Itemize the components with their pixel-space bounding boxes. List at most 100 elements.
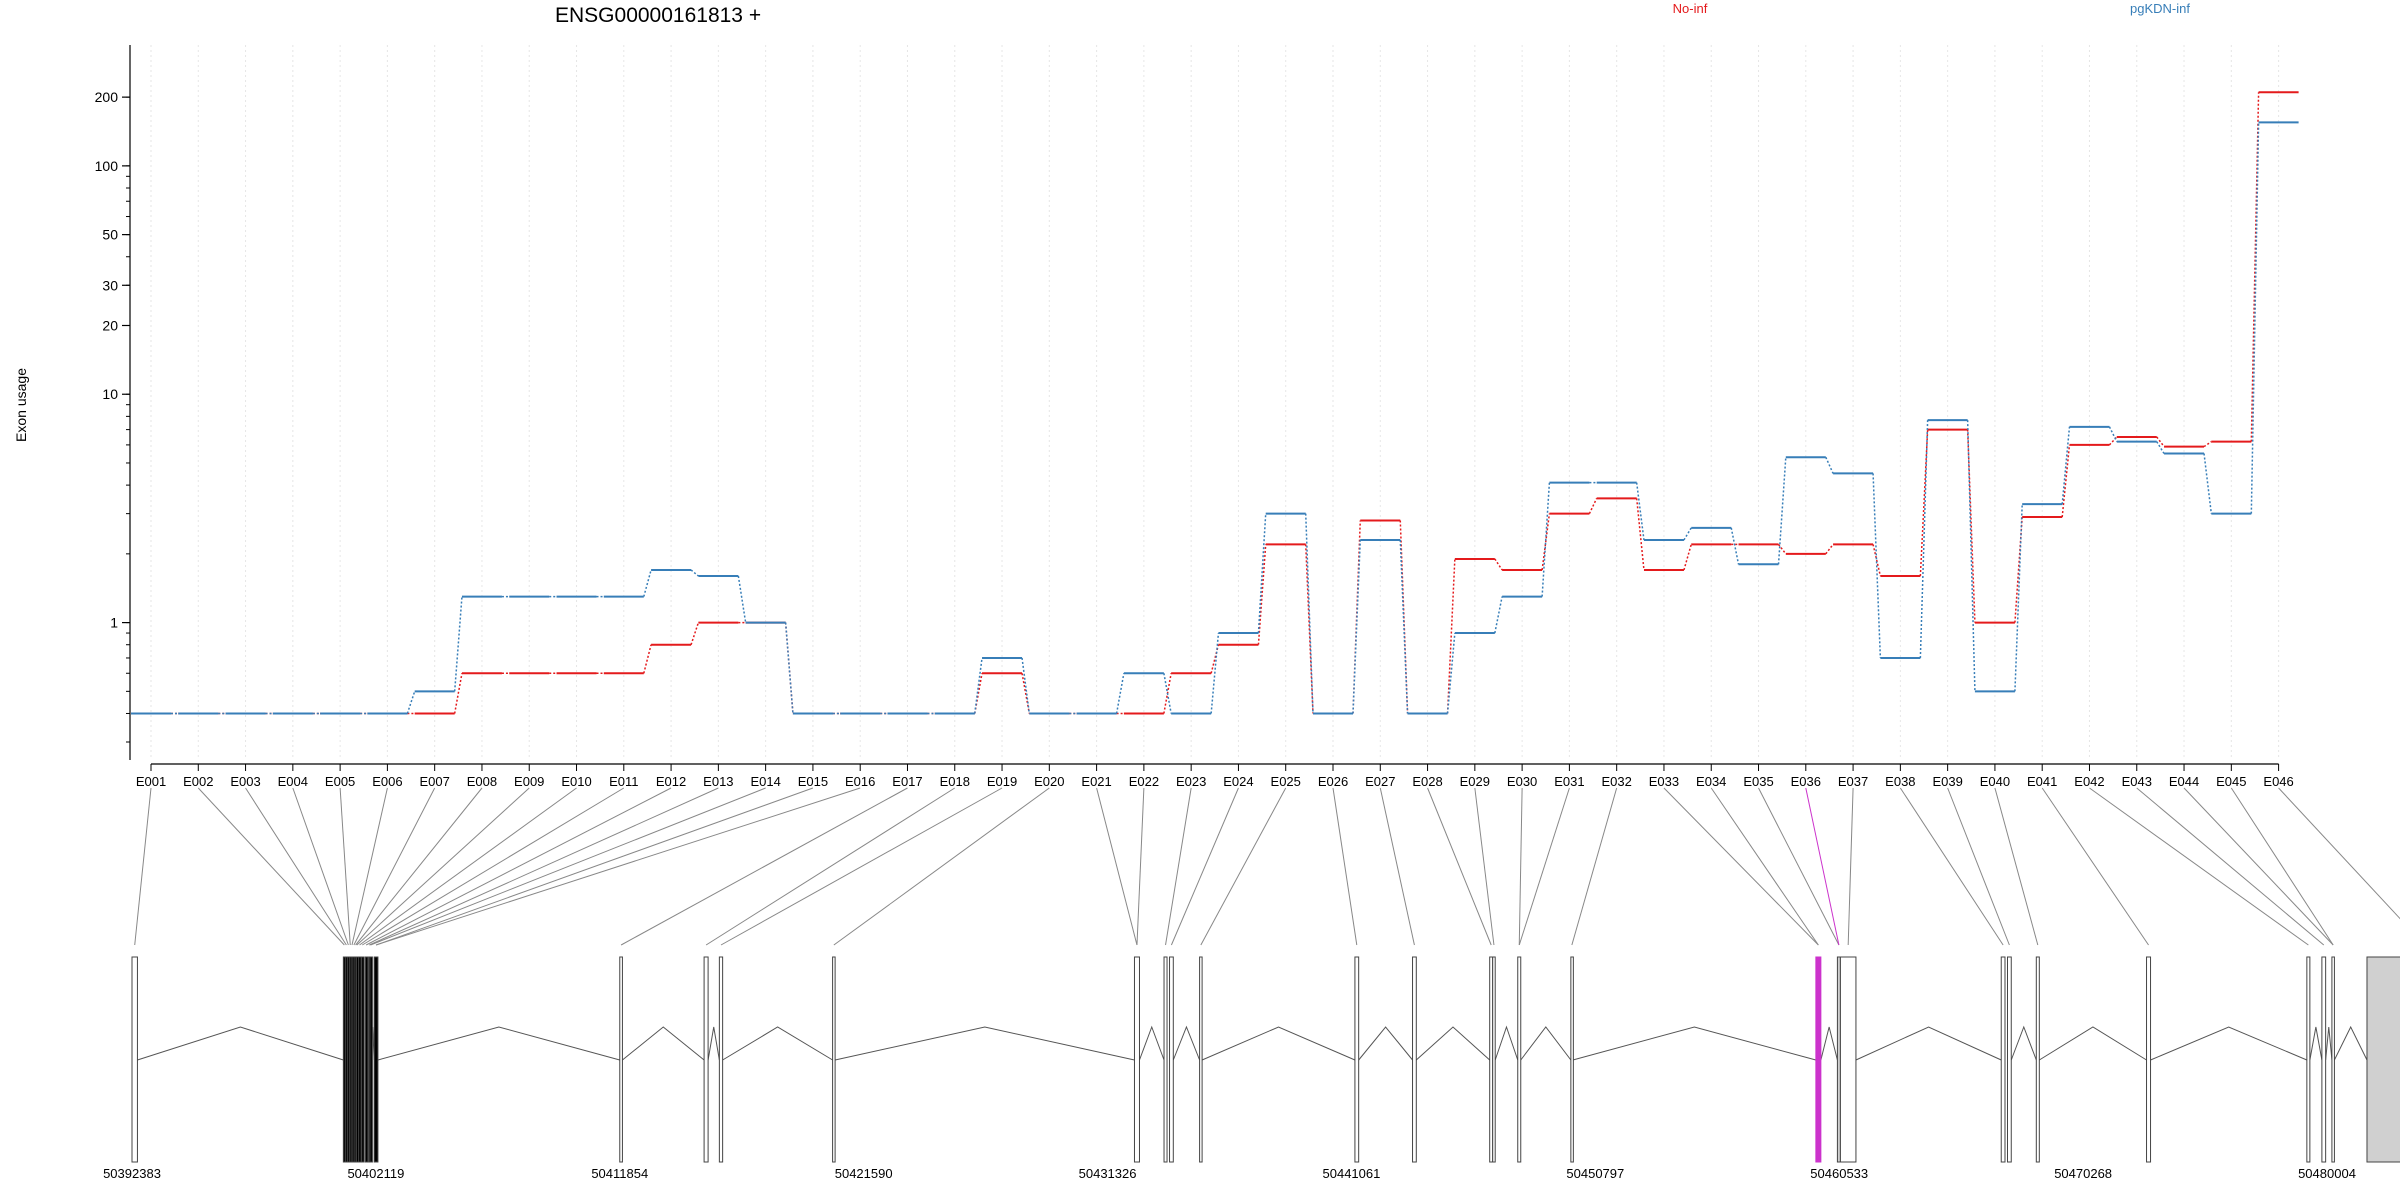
- x-tick-label: E018: [940, 774, 970, 789]
- exon-connector: [365, 787, 672, 946]
- intron-line: [2010, 1025, 2037, 1061]
- intron-line: [1820, 1026, 1838, 1061]
- x-tick-label: E046: [2263, 774, 2293, 789]
- exon-box: [1133, 956, 1140, 1163]
- intron-line: [1139, 1025, 1165, 1061]
- intron-line: [2309, 1026, 2323, 1061]
- exon-box: [1492, 956, 1496, 1163]
- exon-box: [373, 956, 379, 1163]
- x-tick-label: E002: [183, 774, 213, 789]
- exon-connector: [1474, 787, 1495, 946]
- exon-connector: [1710, 787, 1819, 946]
- x-tick-label: E013: [703, 774, 733, 789]
- x-tick-label: E044: [2169, 774, 2199, 789]
- exon-connector: [833, 787, 1050, 946]
- x-tick-label: E011: [609, 774, 638, 789]
- exon-connector: [1847, 787, 1854, 946]
- intron-line: [2325, 1026, 2333, 1061]
- data-connector: [1446, 632, 1456, 714]
- x-tick-label: E024: [1223, 774, 1253, 789]
- legend-pgkdn-inf: pgKDN-inf: [2130, 1, 2190, 16]
- intron-line: [1172, 1025, 1201, 1061]
- intron-line: [722, 1026, 833, 1061]
- genomic-tick-label: 50480004: [2298, 1166, 2356, 1181]
- genomic-tick-label: 50402119: [347, 1166, 404, 1181]
- data-connector: [1304, 544, 1314, 714]
- x-tick-label: E030: [1507, 774, 1537, 789]
- intron-line: [2150, 1026, 2308, 1061]
- data-connector: [2061, 444, 2071, 518]
- data-connector: [1966, 420, 1976, 692]
- exon-box: [361, 956, 365, 1163]
- y-tick-label: 100: [95, 158, 119, 174]
- exon-connector: [1200, 787, 1287, 946]
- data-connector: [1257, 513, 1267, 634]
- exon-connector: [1571, 787, 1618, 946]
- data-connector: [453, 673, 463, 714]
- data-connector: [1163, 673, 1172, 714]
- x-tick-label: E028: [1412, 774, 1442, 789]
- exon-connector: [197, 787, 345, 946]
- x-tick-label: E037: [1838, 774, 1868, 789]
- x-tick-label: E014: [750, 774, 780, 789]
- exon-connector: [134, 787, 152, 946]
- exon-connector: [2278, 787, 2400, 920]
- intron-line: [1358, 1026, 1413, 1061]
- exon-box: [1354, 956, 1360, 1163]
- exon-connector: [1379, 787, 1415, 946]
- y-tick-label: 30: [102, 277, 118, 293]
- x-tick-label: E033: [1649, 774, 1679, 789]
- exon-box: [364, 956, 369, 1163]
- intron-line: [377, 1026, 620, 1061]
- exon-connector: [369, 787, 719, 946]
- intron-line: [1855, 1026, 2002, 1061]
- exon-connector: [1518, 787, 1523, 946]
- exon-box: [1199, 956, 1203, 1163]
- exon-box: [1517, 956, 1522, 1163]
- data-connector: [1872, 544, 1882, 577]
- data-connector: [1872, 473, 1882, 658]
- y-tick-label: 200: [95, 89, 119, 105]
- data-connector: [2156, 436, 2165, 448]
- exon-box: [358, 956, 362, 1163]
- x-tick-label: E003: [230, 774, 260, 789]
- exon-box: [832, 956, 836, 1163]
- exon-box: [2331, 956, 2335, 1163]
- data-connector: [1257, 544, 1267, 645]
- data-connector: [2250, 122, 2260, 514]
- exon-connector: [2136, 787, 2325, 946]
- exon-connector: [720, 787, 1003, 946]
- genomic-axis: 50392383 50402119 50411854 50421590 50431326…: [103, 1166, 2356, 1181]
- data-connector: [1021, 673, 1031, 714]
- exon-box: [1163, 956, 1168, 1163]
- exon-connector: [705, 787, 956, 946]
- data-connector: [1494, 596, 1503, 634]
- data-connector: [1730, 527, 1740, 565]
- data-connector: [1115, 673, 1125, 714]
- exon-connector: [351, 787, 388, 946]
- data-connector: [1541, 513, 1551, 571]
- x-tick-label: E022: [1129, 774, 1159, 789]
- exon-connector: [1170, 787, 1239, 946]
- intron-line: [1415, 1026, 1491, 1061]
- series-pgKDN-inf: [131, 121, 2299, 715]
- x-tick-label: E005: [325, 774, 355, 789]
- data-connector: [1777, 457, 1787, 565]
- data-connector: [2203, 453, 2213, 514]
- data-connector: [1588, 498, 1598, 514]
- x-tick-label: E041: [2027, 774, 2057, 789]
- x-tick-label: E019: [987, 774, 1017, 789]
- exon-box: [703, 956, 709, 1163]
- exon-connectors: [134, 787, 2400, 946]
- data-connector: [1825, 543, 1834, 555]
- exon-connector: [375, 787, 861, 946]
- exon-connector: [2230, 787, 2334, 946]
- data-connector: [690, 569, 699, 577]
- x-tick-label: E010: [561, 774, 591, 789]
- x-tick-label: E034: [1696, 774, 1726, 789]
- intron-line: [2039, 1026, 2147, 1061]
- x-tick-label: E025: [1271, 774, 1301, 789]
- data-connector: [643, 569, 652, 597]
- data-connector: [1683, 527, 1692, 541]
- intron-line: [1572, 1026, 1816, 1061]
